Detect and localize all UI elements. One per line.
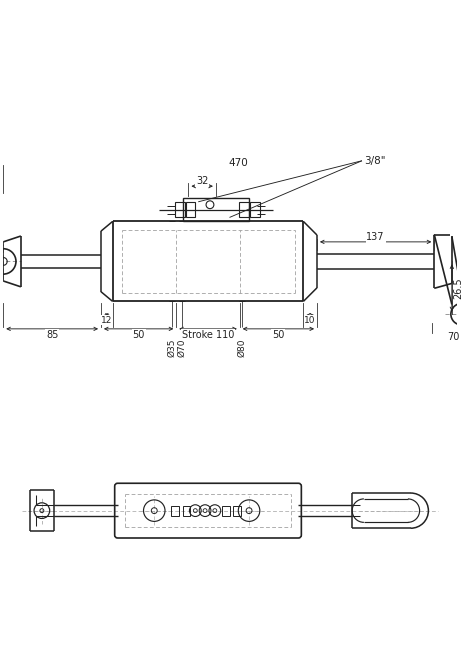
Text: 10: 10 <box>305 315 316 324</box>
Text: 12: 12 <box>101 315 113 324</box>
Bar <box>183 506 191 515</box>
Bar <box>171 506 179 515</box>
Bar <box>175 202 185 217</box>
Bar <box>233 506 241 515</box>
Text: 85: 85 <box>46 330 58 340</box>
Text: 70: 70 <box>447 332 459 342</box>
Text: 470: 470 <box>229 158 249 168</box>
Text: Stroke 110: Stroke 110 <box>182 330 234 340</box>
Text: 3/8": 3/8" <box>364 155 385 166</box>
Text: 50: 50 <box>272 330 285 340</box>
Text: 32: 32 <box>196 176 208 186</box>
Bar <box>222 506 230 515</box>
Bar <box>183 198 249 221</box>
Text: Ø70: Ø70 <box>178 339 186 357</box>
Text: 26.5: 26.5 <box>454 277 464 299</box>
Text: Ø80: Ø80 <box>237 339 246 357</box>
Text: 137: 137 <box>366 232 385 242</box>
Bar <box>239 202 249 217</box>
Bar <box>186 202 195 217</box>
Text: Ø35: Ø35 <box>168 339 177 357</box>
Text: 50: 50 <box>133 330 145 340</box>
Bar <box>250 202 260 217</box>
